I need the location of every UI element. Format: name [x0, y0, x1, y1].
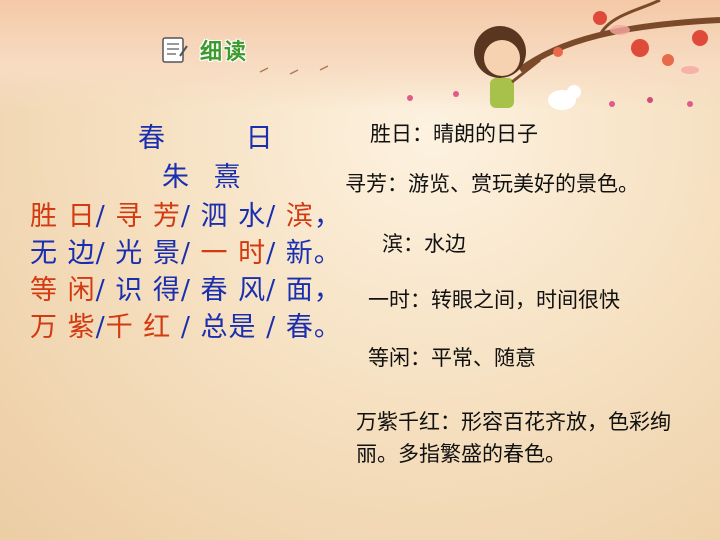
poem-segment: 滨: [285, 201, 314, 232]
note-wanzi-qianhong: 万紫千红：形容百花齐放，色彩绚丽。多指繁盛的春色。: [356, 410, 671, 466]
poem-segment: 等 闲: [30, 275, 96, 306]
apple-icon: [593, 11, 607, 25]
note-xunfang: 寻芳：游览、赏玩美好的景色。: [345, 172, 639, 196]
poem-line: 万 紫/千 红 / 总是 / 春。: [30, 305, 342, 344]
poem-segment: /: [95, 201, 116, 232]
apple-icon: [662, 54, 674, 66]
poem-segment: / 识 得/ 春 风/ 面，: [95, 275, 342, 306]
poem-segment: / 泗 水/: [180, 201, 286, 232]
poem-author: 朱 熹: [162, 162, 249, 193]
poem-segment: 万 紫: [30, 312, 96, 343]
girl-dress: [490, 78, 514, 108]
poem-segment: /: [95, 312, 106, 343]
section-header: 细读: [158, 34, 248, 66]
note-yishi: 一时：转眼之间，时间很快: [368, 288, 620, 312]
notebook-icon: [162, 37, 188, 63]
poem-line: 胜 日/ 寻 芳/ 泗 水/ 滨，: [30, 194, 342, 233]
poem-segment: / 总是 / 春。: [171, 312, 342, 343]
note-dengxian: 等闲：平常、随意: [368, 346, 536, 370]
poem-line: 无 边/ 光 景/ 一 时/ 新。: [30, 231, 342, 270]
section-title: 细读: [200, 40, 249, 65]
poem-title: 春 日: [138, 123, 309, 154]
spring-illustration: [259, 0, 720, 110]
apple-icon: [553, 47, 563, 57]
poem-segment: 寻 芳: [115, 201, 181, 232]
note-shengri: 胜日：晴朗的日子: [370, 122, 538, 146]
poem-segment: / 新。: [266, 238, 342, 269]
poem-line: 等 闲/ 识 得/ 春 风/ 面，: [30, 268, 342, 307]
poem-segment: 一 时: [200, 238, 267, 269]
apple-icon: [631, 39, 649, 57]
note-bin: 滨：水边: [382, 232, 466, 256]
poem-segment: 千 红: [105, 312, 172, 343]
poem-segment: 胜 日: [30, 201, 96, 232]
girl-face: [484, 40, 520, 76]
poem-segment: 无 边/ 光 景/: [30, 238, 201, 269]
apple-icon: [692, 30, 708, 46]
poem-segment: ，: [313, 201, 342, 232]
